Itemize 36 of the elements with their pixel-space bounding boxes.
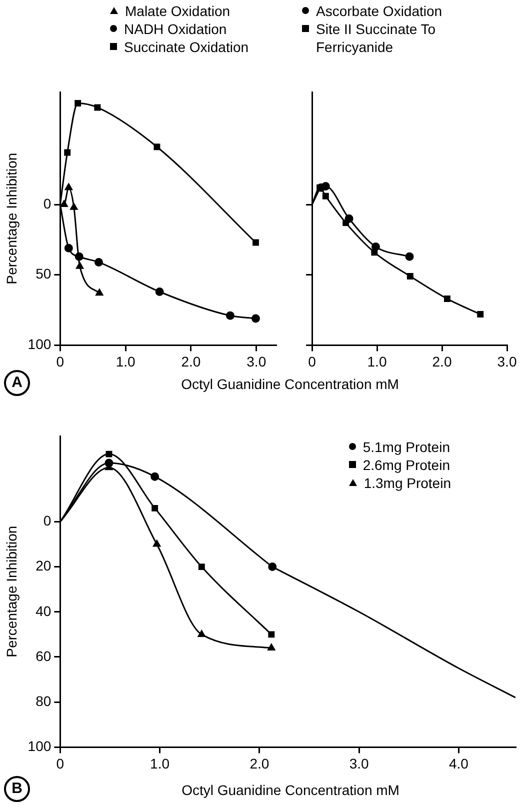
legend-label: Ascorbate Oxidation xyxy=(316,2,442,20)
y-tick-label: 100 xyxy=(28,738,52,754)
text: B xyxy=(4,776,30,802)
legend-label: 1.3mg Protein xyxy=(364,474,451,492)
y-tick-label: 60 xyxy=(36,648,52,664)
x-tick-label: 4.0 xyxy=(448,755,469,772)
x-tick-label: 3.0 xyxy=(349,755,370,772)
legend-label: Succinate Oxidation xyxy=(124,38,249,56)
y-axis-title: Percentage Inhibition xyxy=(3,526,20,658)
x-tick-label: 3.0 xyxy=(497,353,517,370)
y-tick-label: 40 xyxy=(36,602,52,619)
text: A xyxy=(4,370,30,396)
x-tick-label: 1.0 xyxy=(367,353,387,370)
y-tick-label: 80 xyxy=(36,692,52,709)
legend-label: NADH Oxidation xyxy=(124,20,227,38)
y-tick-label: 50 xyxy=(36,266,52,282)
x-tick-label: 0 xyxy=(56,353,64,370)
y-tick-label: 0 xyxy=(43,195,52,212)
y-axis-title: Percentage Inhibition xyxy=(3,152,20,284)
x-tick-label: 2.0 xyxy=(250,755,270,772)
y-tick-label: 100 xyxy=(28,336,52,352)
legend-label: Site II Succinate To Ferricyanide xyxy=(316,20,437,56)
x-tick-label: 0 xyxy=(56,755,64,772)
x-tick-label: 1.0 xyxy=(150,755,170,772)
legend-label: 5.1mg Protein xyxy=(362,438,450,456)
legend-label: Malate Oxidation xyxy=(125,2,230,20)
y-tick-label: 0 xyxy=(43,512,52,529)
y-tick-label: 20 xyxy=(36,558,52,574)
x-tick-label: 0 xyxy=(308,353,316,370)
x-axis-title: Octyl Guanidine Concentration mM xyxy=(180,782,400,798)
x-tick-label: 2.0 xyxy=(432,353,452,370)
x-tick-label: 1.0 xyxy=(116,353,136,370)
legend-label: 2.6mg Protein xyxy=(362,456,450,474)
x-axis-title: Octyl Guanidine Concentration mM xyxy=(180,376,400,392)
x-tick-label: 2.0 xyxy=(181,353,201,370)
x-tick-label: 3.0 xyxy=(246,353,266,370)
